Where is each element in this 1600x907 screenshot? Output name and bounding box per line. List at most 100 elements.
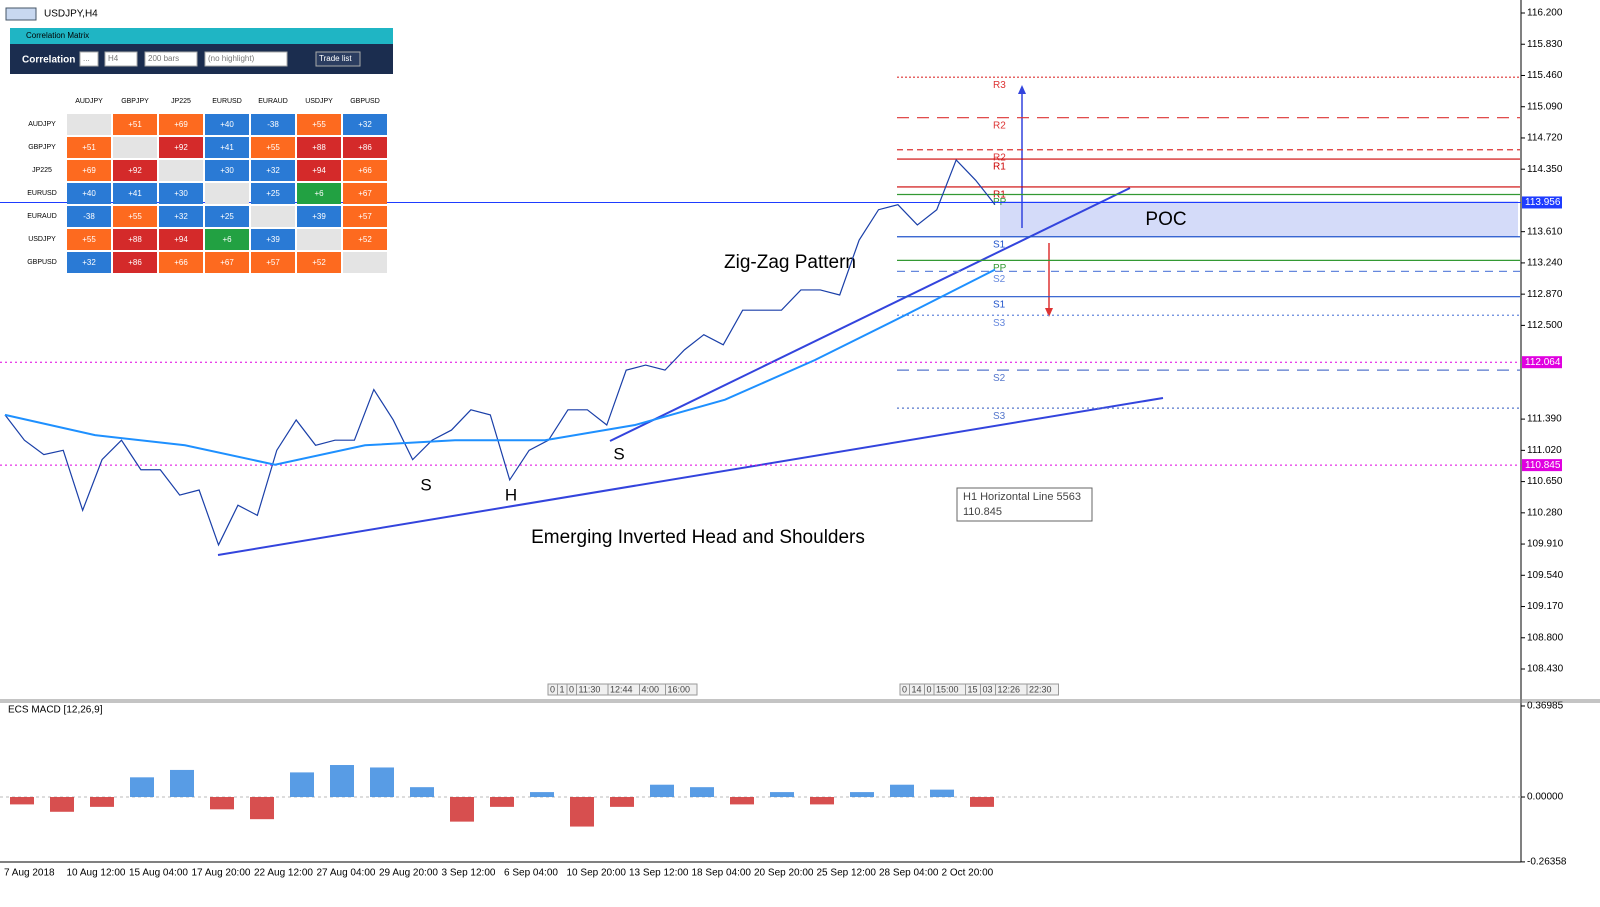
macd-bar bbox=[10, 797, 34, 805]
y-tick-label: 113.240 bbox=[1527, 258, 1563, 269]
matrix-cell bbox=[159, 114, 203, 135]
y-tick-label: 112.870 bbox=[1527, 289, 1563, 300]
matrix-cell bbox=[113, 160, 157, 181]
dropdown[interactable] bbox=[144, 51, 198, 67]
session-marker-label: 12:44 bbox=[610, 684, 633, 694]
session-marker-label: 03 bbox=[983, 684, 993, 694]
matrix-cell bbox=[251, 229, 295, 250]
x-tick-label: 10 Sep 20:00 bbox=[567, 868, 627, 879]
control-label[interactable]: Trade list bbox=[319, 54, 352, 63]
x-tick-label: 18 Sep 04:00 bbox=[692, 868, 752, 879]
y-tick-label: 115.830 bbox=[1527, 39, 1563, 50]
x-tick-label: 22 Aug 12:00 bbox=[254, 868, 313, 879]
session-marker-label: 11:30 bbox=[579, 684, 601, 694]
y-tick-label: 0.00000 bbox=[1527, 792, 1564, 803]
macd-bar bbox=[410, 787, 434, 798]
arrow-head bbox=[1045, 308, 1053, 317]
macd-bar bbox=[770, 792, 794, 798]
session-marker-label: 0 bbox=[902, 684, 907, 694]
session-marker-label: 0 bbox=[550, 684, 555, 694]
pivot-label: S1 bbox=[993, 299, 1006, 310]
control-label[interactable]: ... bbox=[83, 54, 90, 63]
x-tick-label: 3 Sep 12:00 bbox=[442, 868, 496, 879]
x-tick-label: 13 Sep 12:00 bbox=[629, 868, 689, 879]
x-tick-label: 20 Sep 20:00 bbox=[754, 868, 814, 879]
matrix-value: +25 bbox=[220, 212, 234, 221]
matrix-cell bbox=[67, 114, 111, 135]
matrix-value: +40 bbox=[82, 189, 96, 198]
arrow-head bbox=[1018, 85, 1026, 94]
dropdown[interactable] bbox=[204, 51, 288, 67]
pivot-label: PP bbox=[993, 263, 1007, 274]
matrix-value: +69 bbox=[82, 166, 96, 175]
matrix-cell bbox=[159, 160, 203, 181]
control-label[interactable]: H4 bbox=[108, 54, 119, 63]
macd-bar bbox=[690, 787, 714, 798]
matrix-cell bbox=[343, 183, 387, 204]
pivot-label: S2 bbox=[993, 373, 1006, 384]
matrix-value: +57 bbox=[266, 258, 280, 267]
macd-bar bbox=[810, 797, 834, 805]
matrix-cell bbox=[113, 206, 157, 227]
matrix-cell bbox=[205, 206, 249, 227]
matrix-value: +25 bbox=[266, 189, 280, 198]
price-box bbox=[1522, 459, 1562, 472]
column-header: AUDJPY bbox=[75, 98, 103, 105]
matrix-value: +55 bbox=[266, 143, 280, 152]
matrix-cell bbox=[205, 137, 249, 158]
annotation: Zig-Zag Pattern bbox=[724, 252, 856, 273]
indicator-title: ECS MACD [12,26,9] bbox=[8, 705, 103, 716]
annotation: Emerging Inverted Head and Shoulders bbox=[531, 527, 865, 548]
x-tick-label: 10 Aug 12:00 bbox=[67, 868, 126, 879]
x-tick-label: 7 Aug 2018 bbox=[4, 868, 55, 879]
pivot-label: S3 bbox=[993, 318, 1006, 329]
toolbar-title: Correlation bbox=[22, 55, 75, 66]
dropdown[interactable] bbox=[79, 51, 99, 67]
matrix-cell bbox=[343, 229, 387, 250]
control-label[interactable]: 200 bars bbox=[148, 54, 179, 63]
matrix-cell bbox=[159, 183, 203, 204]
x-tick-label: 6 Sep 04:00 bbox=[504, 868, 558, 879]
matrix-cell bbox=[251, 206, 295, 227]
matrix-value: +40 bbox=[220, 120, 234, 129]
matrix-cell bbox=[113, 183, 157, 204]
matrix-value: +57 bbox=[358, 212, 372, 221]
tooltip-title: H1 Horizontal Line 5563 bbox=[963, 491, 1081, 503]
matrix-value: +92 bbox=[128, 166, 142, 175]
pivot-label: R1 bbox=[993, 162, 1006, 173]
matrix-cell bbox=[67, 252, 111, 273]
column-header: JP225 bbox=[171, 98, 191, 105]
matrix-cell bbox=[67, 183, 111, 204]
row-header: GBPJPY bbox=[28, 144, 56, 151]
y-tick-label: 115.460 bbox=[1527, 70, 1563, 81]
matrix-cell bbox=[67, 229, 111, 250]
macd-bar bbox=[890, 784, 914, 798]
matrix-cell bbox=[113, 252, 157, 273]
pivot-label: R2 bbox=[993, 152, 1006, 163]
annotation: S bbox=[420, 475, 431, 494]
control-label[interactable]: (no highlight) bbox=[208, 54, 255, 63]
macd-bar bbox=[610, 797, 634, 807]
matrix-cell bbox=[159, 252, 203, 273]
button[interactable] bbox=[315, 51, 361, 67]
y-tick-label: 112.500 bbox=[1527, 320, 1563, 331]
matrix-value: +30 bbox=[220, 166, 234, 175]
session-marker-label: 22:30 bbox=[1029, 684, 1052, 694]
matrix-cell bbox=[159, 206, 203, 227]
dropdown[interactable] bbox=[104, 51, 138, 67]
matrix-value: +55 bbox=[312, 120, 326, 129]
column-header: EURAUD bbox=[258, 98, 288, 105]
macd-bar bbox=[90, 797, 114, 807]
matrix-value: +52 bbox=[358, 235, 372, 244]
macd-bar bbox=[930, 789, 954, 798]
row-header: EURAUD bbox=[27, 213, 57, 220]
x-tick-label: 17 Aug 20:00 bbox=[192, 868, 251, 879]
matrix-value: +67 bbox=[358, 189, 372, 198]
matrix-value: +86 bbox=[358, 143, 372, 152]
matrix-cell bbox=[297, 183, 341, 204]
matrix-value: +41 bbox=[220, 143, 234, 152]
price-box-label: 112.064 bbox=[1525, 357, 1561, 368]
matrix-cell bbox=[297, 229, 341, 250]
matrix-value: +66 bbox=[174, 258, 188, 267]
